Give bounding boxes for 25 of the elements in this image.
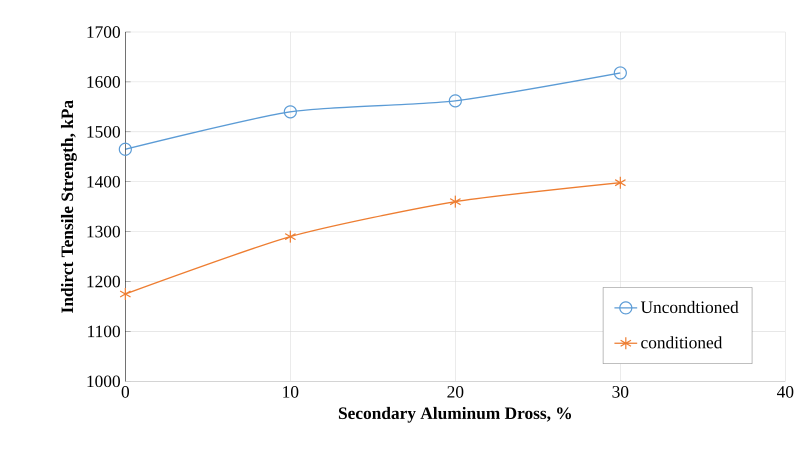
- x-tick-label: 0: [122, 386, 130, 398]
- y-tick-label: 1600: [87, 76, 120, 88]
- point: [614, 66, 627, 80]
- legend-label: conditioned: [641, 336, 722, 349]
- point: [118, 142, 132, 156]
- point: [614, 176, 626, 190]
- y-tick-label: 1300: [87, 226, 120, 238]
- x-axis-title: Secondary Aluminum Dross, %: [338, 407, 572, 423]
- y-tick-label: 1100: [88, 326, 120, 338]
- x-tick-label: 10: [283, 386, 298, 398]
- point: [448, 94, 462, 108]
- point: [120, 288, 132, 301]
- y-tick-label: 1400: [87, 176, 120, 188]
- point: [284, 105, 297, 119]
- point: [450, 195, 462, 208]
- x-tick-label: 30: [612, 386, 628, 398]
- y-tick-label: 1500: [87, 126, 120, 138]
- point: [284, 230, 296, 244]
- y-tick-label: 1200: [87, 276, 120, 288]
- y-tick-label: 1000: [87, 376, 120, 388]
- y-axis-title: Indirct Tensile Strength, kPa: [60, 100, 77, 313]
- x-tick-label: 40: [776, 386, 794, 398]
- x-tick-label: 20: [447, 386, 464, 398]
- legend-label: Uncondtioned: [640, 301, 739, 314]
- y-tick-label: 1700: [87, 26, 120, 38]
